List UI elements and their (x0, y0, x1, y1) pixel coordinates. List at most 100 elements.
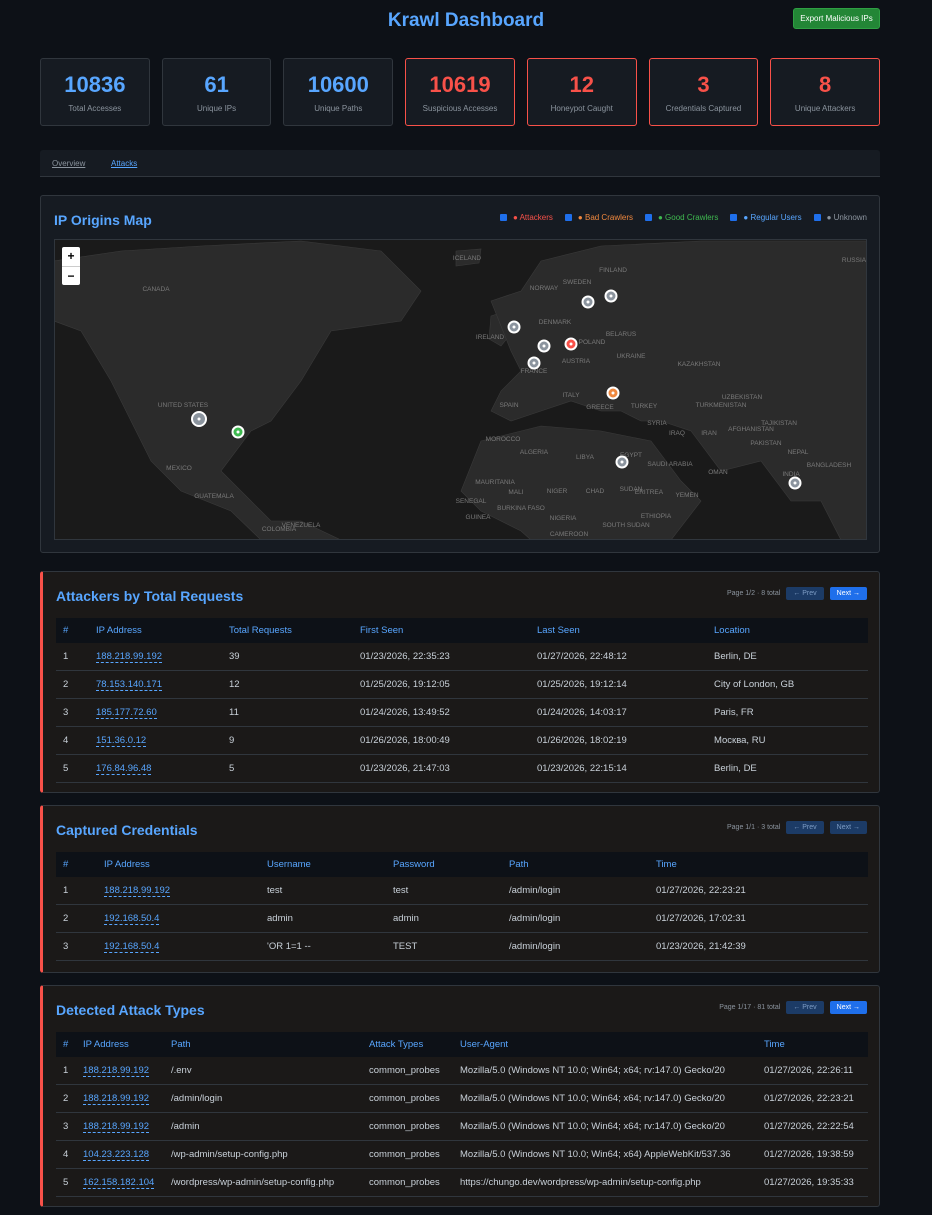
column-header[interactable]: User-Agent (453, 1032, 757, 1057)
table-cell: https://chungo.dev/wordpress/wp-admin/se… (453, 1168, 757, 1197)
zoom-in[interactable]: + (62, 247, 80, 267)
column-header[interactable]: Last Seen (530, 618, 707, 643)
map-label: DENMARK (539, 319, 572, 326)
table-cell: 188.218.99.192 (76, 1057, 164, 1085)
table-row: 4 151.36.0.12 9 01/26/2026, 18:00:49 01/26/2… (56, 726, 868, 755)
prev-button[interactable]: ← Prev (786, 821, 824, 834)
table-cell: 3 (56, 698, 89, 727)
data-table: # IP Address Total Requests First Seen Last … (56, 618, 868, 783)
map-label: LIBYA (576, 454, 595, 461)
table-row: 2 78.153.140.171 12 01/25/2026, 19:12:05 01/… (56, 670, 868, 699)
table-cell: 01/26/2026, 18:02:19 (530, 726, 707, 755)
legend-checkbox[interactable] (645, 214, 652, 222)
map-label: NEPAL (788, 449, 809, 456)
ip-link[interactable]: 104.23.223.128 (83, 1149, 150, 1161)
table-cell: Москва, RU (707, 726, 868, 755)
stat-value: 12 (569, 71, 594, 97)
table-cell: 188.218.99.192 (89, 643, 222, 671)
prev-button[interactable]: ← Prev (786, 1001, 824, 1014)
stat-value: 61 (204, 71, 229, 97)
export-button[interactable]: Export Malicious IPs (793, 8, 880, 29)
stat-label: Honeypot Caught (550, 103, 613, 113)
map-label: FINLAND (599, 267, 627, 274)
column-header[interactable]: Time (649, 852, 868, 877)
ip-link[interactable]: 78.153.140.171 (96, 679, 163, 691)
column-header[interactable]: Path (502, 852, 649, 877)
table-cell: 188.218.99.192 (76, 1112, 164, 1141)
column-header[interactable]: IP Address (97, 852, 260, 877)
map-label: VENEZUELA (282, 522, 321, 529)
ip-link[interactable]: 151.36.0.12 (96, 735, 147, 747)
data-table: # IP Address Username Password Path Time 1 188.… (56, 852, 868, 961)
stat-value: 10600 (307, 71, 369, 97)
column-header[interactable]: # (56, 852, 97, 877)
next-button[interactable]: Next → (829, 587, 867, 600)
map[interactable]: CANADA UNITED STATES MEXICO GUATEMALA VENEZU… (54, 239, 867, 540)
stat-card: 12 Honeypot Caught (526, 58, 637, 126)
legend-checkbox[interactable] (813, 214, 821, 222)
map-label: PAKISTAN (750, 440, 781, 447)
ip-link[interactable]: 185.177.72.60 (96, 707, 157, 719)
ip-link[interactable]: 188.218.99.192 (83, 1121, 150, 1133)
zoom-out[interactable]: − (67, 269, 75, 283)
column-header[interactable]: Time (757, 1032, 868, 1057)
ip-link[interactable]: 176.84.96.48 (96, 763, 152, 775)
table-cell: 01/23/2026, 22:15:14 (530, 754, 707, 783)
legend-item[interactable]: ● Attackers (499, 213, 553, 222)
ip-link[interactable]: 188.218.99.192 (96, 651, 163, 663)
stat-card: 8 Unique Attackers (770, 58, 881, 126)
table-cell: Mozilla/5.0 (Windows NT 10.0; Win64; x64… (453, 1057, 757, 1085)
column-header[interactable]: Attack Types (362, 1032, 453, 1057)
table-cell: Mozilla/5.0 (Windows NT 10.0; Win64; x64… (453, 1140, 757, 1169)
map-label: ITALY (562, 392, 580, 399)
tab[interactable]: Overview (52, 159, 86, 168)
legend-item[interactable]: ● Bad Crawlers (564, 213, 633, 222)
column-header[interactable]: # (56, 1032, 76, 1057)
next-button[interactable]: Next → (829, 1001, 867, 1014)
table-cell: /admin/login (164, 1084, 362, 1113)
table-cell: 01/27/2026, 22:23:21 (649, 877, 868, 905)
table-cell: Mozilla/5.0 (Windows NT 10.0; Win64; x64… (453, 1112, 757, 1141)
zoom-control: + − (62, 247, 80, 285)
table-cell: /admin/login (502, 904, 649, 933)
pagination: Page 1/1 · 3 total ← Prev Next → (727, 821, 867, 834)
legend-item[interactable]: ● Good Crawlers (645, 213, 718, 222)
ip-link[interactable]: 188.218.99.192 (104, 885, 171, 897)
ip-link[interactable]: 192.168.50.4 (104, 941, 160, 953)
legend-checkbox[interactable] (499, 214, 507, 222)
legend-checkbox[interactable] (564, 214, 572, 222)
legend-checkbox[interactable] (730, 214, 738, 222)
legend-item[interactable]: ● Unknown (813, 213, 867, 222)
table-cell: /admin/login (502, 877, 649, 905)
ip-link[interactable]: 162.158.182.104 (83, 1177, 155, 1189)
stat-label: Unique Paths (314, 103, 363, 113)
map-label: ALGERIA (520, 449, 549, 456)
map-label: NORWAY (530, 285, 559, 292)
ip-link[interactable]: 188.218.99.192 (83, 1093, 150, 1105)
stat-card: 61 Unique IPs (161, 58, 272, 126)
ip-link[interactable]: 188.218.99.192 (83, 1065, 150, 1077)
column-header[interactable]: First Seen (353, 618, 530, 643)
column-header[interactable]: Path (164, 1032, 362, 1057)
legend-item[interactable]: ● Regular Users (730, 213, 802, 222)
column-header[interactable]: IP Address (89, 618, 222, 643)
map-label: AFGHANISTAN (728, 426, 774, 433)
tab[interactable]: Attacks (111, 159, 138, 168)
column-header[interactable]: Location (707, 618, 868, 643)
header-row: # IP Address Total Requests First Seen Last … (56, 618, 868, 643)
column-header[interactable]: Password (386, 852, 502, 877)
column-header[interactable]: # (56, 618, 89, 643)
map-panel: IP Origins Map ● Attackers ● Bad Crawlers… (40, 195, 880, 553)
column-header[interactable]: Total Requests (222, 618, 353, 643)
table-cell: 1 (56, 877, 97, 905)
column-header[interactable]: Username (260, 852, 386, 877)
column-header[interactable]: IP Address (76, 1032, 164, 1057)
map-label: FRANCE (521, 368, 548, 375)
prev-button[interactable]: ← Prev (786, 587, 824, 600)
next-button[interactable]: Next → (829, 821, 867, 834)
table-row: 5 162.158.182.104/wordpress/wp-admin/setu… (56, 1168, 868, 1197)
map-label: GUATEMALA (194, 493, 234, 500)
ip-link[interactable]: 192.168.50.4 (104, 913, 160, 925)
stat-label: Suspicious Accesses (422, 103, 498, 113)
page-title: Krawl Dashboard (387, 10, 545, 31)
